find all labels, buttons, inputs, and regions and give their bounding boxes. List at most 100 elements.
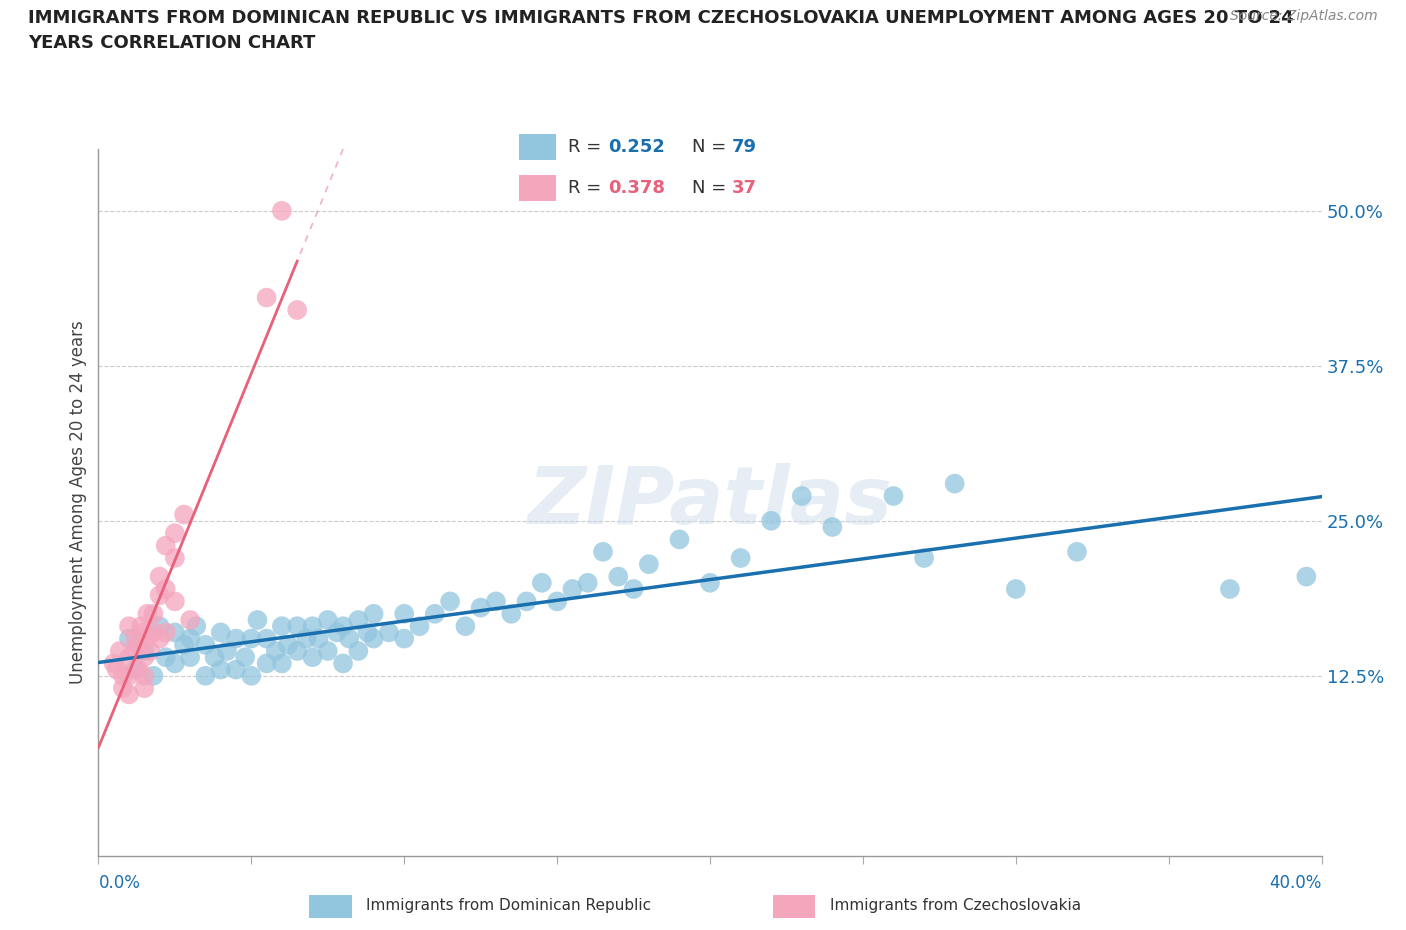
Point [326,625,349,640]
Point [155,581,177,596]
Point [163,551,186,565]
Point [561,581,583,596]
Point [256,290,278,305]
Point [105,662,128,677]
Point [883,488,905,503]
Point [134,625,156,640]
Point [454,618,477,633]
Point [179,631,201,646]
Point [149,569,172,584]
Point [285,618,308,633]
Text: 40.0%: 40.0% [1270,874,1322,892]
Point [225,662,247,677]
Point [332,656,354,671]
Point [118,669,141,684]
Text: R =: R = [568,138,607,156]
Point [316,613,339,628]
Point [204,650,226,665]
Point [316,644,339,658]
Point [127,637,149,652]
Point [173,507,195,522]
Point [347,644,370,658]
Point [179,613,201,628]
Point [730,551,752,565]
Point [142,669,165,684]
Point [186,618,208,633]
Point [134,681,156,696]
Point [1219,581,1241,596]
Point [943,476,966,491]
Point [194,669,217,684]
Point [124,631,146,646]
Point [163,594,186,609]
Point [270,656,292,671]
Point [270,204,292,219]
Point [607,569,630,584]
Bar [519,175,555,201]
Point [356,625,378,640]
Point [576,576,599,591]
Text: N =: N = [692,179,731,197]
Point [285,302,308,317]
Point [209,662,232,677]
Point [347,613,370,628]
Point [301,650,323,665]
Point [225,631,247,646]
Point [240,669,263,684]
Point [439,594,461,609]
Point [209,625,232,640]
Point [124,644,146,658]
Point [155,650,177,665]
Point [256,656,278,671]
Point [155,625,177,640]
Point [179,650,201,665]
Point [127,662,149,677]
Text: ZIPatlas: ZIPatlas [527,463,893,541]
Point [337,631,360,646]
Point [256,631,278,646]
Point [332,618,354,633]
Bar [519,134,555,160]
Point [163,525,186,540]
Point [392,606,416,621]
Point [103,656,125,671]
Point [118,687,141,702]
Point [363,606,385,621]
Point [516,594,538,609]
Point [215,644,238,658]
Point [149,588,172,603]
Point [163,656,186,671]
Point [129,618,152,633]
Point [149,631,172,646]
Point [699,576,721,591]
Point [408,618,430,633]
Point [301,618,323,633]
Point [142,606,165,621]
Point [134,644,156,658]
Point [501,606,523,621]
Point [124,662,146,677]
Point [233,650,256,665]
Point [108,644,131,658]
Point [240,631,263,646]
Text: 0.0%: 0.0% [98,874,141,892]
Point [139,644,162,658]
Y-axis label: Unemployment Among Ages 20 to 24 years: Unemployment Among Ages 20 to 24 years [69,320,87,684]
Point [134,650,156,665]
Point [134,669,156,684]
Point [485,594,508,609]
Point [1295,569,1317,584]
Point [546,594,568,609]
Point [136,631,159,646]
Text: Immigrants from Czechoslovakia: Immigrants from Czechoslovakia [830,898,1081,913]
Point [163,625,186,640]
Point [277,637,299,652]
Text: IMMIGRANTS FROM DOMINICAN REPUBLIC VS IMMIGRANTS FROM CZECHOSLOVAKIA UNEMPLOYMEN: IMMIGRANTS FROM DOMINICAN REPUBLIC VS IM… [28,9,1294,52]
Point [637,557,661,572]
Point [270,618,292,633]
Point [118,618,141,633]
Text: Source: ZipAtlas.com: Source: ZipAtlas.com [1230,9,1378,23]
Text: 79: 79 [733,138,756,156]
Point [136,606,159,621]
Point [530,576,553,591]
